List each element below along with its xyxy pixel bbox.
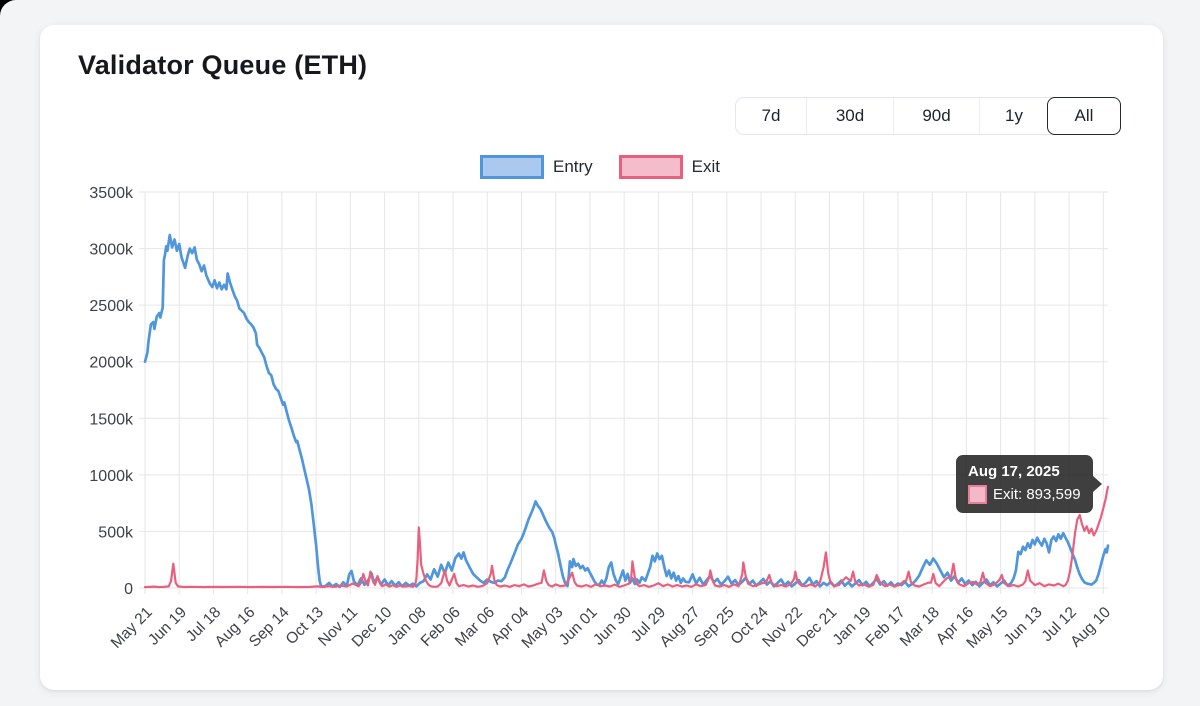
legend-item-entry[interactable]: Entry: [479, 155, 593, 179]
x-tick-label: Jun 19: [145, 604, 190, 649]
x-tick-label: May 21: [108, 604, 156, 652]
y-tick-label: 2000k: [89, 355, 134, 372]
x-tick-label: Mar 18: [897, 604, 943, 650]
legend-label-entry: Entry: [552, 157, 593, 176]
range-selector: 7d 30d 90d 1y All: [735, 97, 1121, 135]
tooltip-exit-swatch: [968, 485, 987, 504]
legend-label-exit: Exit: [691, 157, 721, 176]
range-button-7d[interactable]: 7d: [736, 98, 806, 134]
tooltip-value: Exit: 893,599: [993, 486, 1081, 503]
tooltip-row: Exit: 893,599: [968, 485, 1081, 504]
entry-line: [143, 233, 1110, 589]
legend-item-exit[interactable]: Exit: [618, 155, 721, 179]
y-tick-label: 1000k: [89, 468, 134, 485]
exit-line: [143, 485, 1110, 589]
range-button-1y[interactable]: 1y: [979, 98, 1048, 134]
y-tick-label: 0: [124, 581, 133, 598]
y-tick-label: 2500k: [89, 298, 134, 315]
y-tick-label: 3000k: [89, 242, 134, 259]
page-title: Validator Queue (ETH): [78, 50, 368, 80]
range-button-90d[interactable]: 90d: [893, 98, 979, 134]
y-tick-label: 3500k: [89, 185, 134, 202]
legend-swatch-exit: [618, 155, 683, 179]
validator-queue-card: [40, 25, 1163, 690]
chart-gridlines: [139, 191, 1108, 594]
range-button-all[interactable]: All: [1047, 97, 1121, 135]
y-tick-label: 1500k: [89, 411, 134, 428]
legend-swatch-entry: [479, 155, 544, 179]
x-tick-label: Jun 30: [590, 604, 635, 649]
x-tick-label: Jun 13: [1001, 604, 1046, 649]
tooltip-date: Aug 17, 2025: [968, 463, 1060, 480]
range-button-30d[interactable]: 30d: [806, 98, 893, 134]
chart-tooltip: Aug 17, 2025 Exit: 893,599: [956, 455, 1102, 513]
x-tick-label: Mar 06: [452, 604, 498, 650]
chart-legend: Entry Exit: [0, 155, 1200, 179]
y-axis-tick-labels: 0 500k 1000k 1500k 2000k 2500k 3000k 3500k: [89, 185, 134, 598]
y-tick-label: 500k: [98, 524, 134, 541]
